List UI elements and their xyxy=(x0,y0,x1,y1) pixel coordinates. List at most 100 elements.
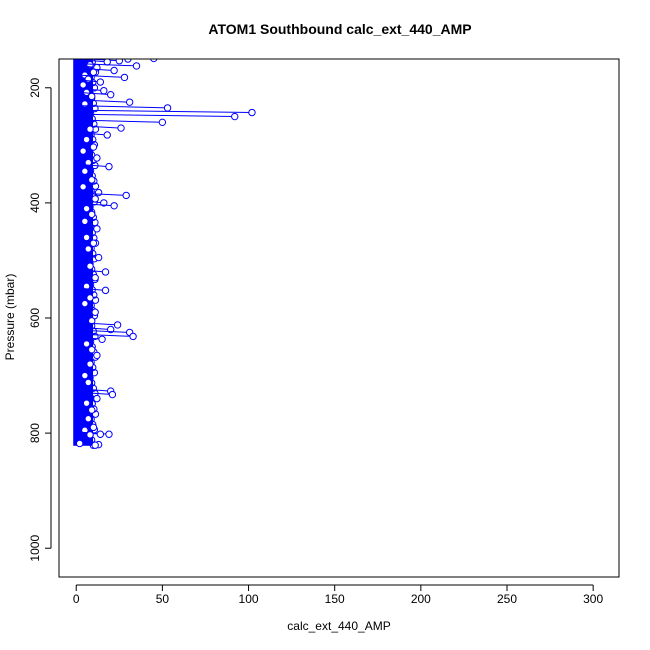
data-point xyxy=(81,217,89,226)
data-point xyxy=(82,233,91,242)
data-point xyxy=(88,345,96,354)
series-line-segment xyxy=(77,91,111,96)
data-point xyxy=(101,286,110,295)
series-line-segment xyxy=(77,202,115,207)
series-line-segment xyxy=(77,99,130,103)
data-point xyxy=(120,73,129,82)
x-axis: 0 50 100 150 200 250 300 xyxy=(73,584,603,606)
data-point xyxy=(88,115,96,123)
data-point xyxy=(91,182,100,190)
data-point xyxy=(158,118,167,127)
data-point xyxy=(231,112,239,121)
data-point xyxy=(93,394,101,403)
x-tick-label: 250 xyxy=(497,592,517,606)
data-point xyxy=(75,439,84,448)
data-point xyxy=(94,253,103,262)
data-point xyxy=(93,154,101,162)
series-line-segment xyxy=(77,105,168,109)
series-line-segment xyxy=(77,269,106,273)
data-point xyxy=(98,335,106,343)
data-point xyxy=(103,131,111,139)
data-point xyxy=(82,340,91,348)
data-point xyxy=(163,104,172,112)
data-point xyxy=(110,202,118,210)
data-point xyxy=(96,78,105,86)
data-point xyxy=(84,245,92,253)
data-point xyxy=(91,218,99,227)
series-line-segment xyxy=(77,333,134,337)
data-point xyxy=(129,332,137,341)
data-point xyxy=(132,62,141,70)
x-tick-label: 50 xyxy=(156,592,170,606)
series-line-segment xyxy=(77,326,111,331)
data-point xyxy=(82,282,91,291)
data-point xyxy=(91,332,99,341)
data-point xyxy=(93,351,101,360)
x-tick-label: 150 xyxy=(325,592,345,606)
plot-area xyxy=(58,56,620,578)
data-point xyxy=(79,81,87,89)
series-line-segment xyxy=(77,200,104,204)
x-tick-label: 100 xyxy=(239,592,259,606)
series-line-segment xyxy=(77,388,111,392)
data-point xyxy=(79,147,87,155)
data-point xyxy=(150,59,158,63)
data-point xyxy=(89,68,98,76)
data-point xyxy=(125,98,134,106)
data-point xyxy=(88,92,96,101)
y-tick-label: 200 xyxy=(28,77,42,97)
data-point xyxy=(81,371,89,380)
data-point xyxy=(106,90,115,99)
data-point xyxy=(88,229,96,237)
data-point xyxy=(91,308,99,316)
series-line-segment xyxy=(77,132,108,136)
data-point xyxy=(101,268,110,276)
data-point xyxy=(105,162,113,171)
data-point xyxy=(91,195,99,203)
data-point xyxy=(100,199,108,207)
data-point xyxy=(115,59,124,65)
data-point xyxy=(91,104,99,113)
series-line-segment xyxy=(77,59,108,63)
series-line-segment xyxy=(78,56,154,58)
data-point xyxy=(90,84,99,92)
y-tick-label: 800 xyxy=(28,423,42,443)
series-line-segment xyxy=(77,125,122,129)
series-line-segment xyxy=(77,87,104,92)
x-axis-label: calc_ext_440_AMP xyxy=(287,619,390,633)
series-line-segment xyxy=(77,67,115,72)
data-point xyxy=(88,176,96,184)
data-point xyxy=(122,191,130,200)
series-line-segment xyxy=(77,109,252,114)
y-axis-label: Pressure (mbar) xyxy=(3,274,17,361)
data-point xyxy=(110,66,118,75)
series-line-segment xyxy=(77,63,137,67)
data-point xyxy=(113,321,122,329)
data-point xyxy=(103,59,111,66)
x-tick-label: 200 xyxy=(411,592,431,606)
data-point xyxy=(91,410,100,418)
series-line-segment xyxy=(77,79,101,83)
series-line-segment xyxy=(77,163,110,168)
data-point xyxy=(88,210,96,219)
y-axis: 200 400 600 800 1000 xyxy=(28,77,52,562)
data-point xyxy=(86,294,94,302)
series-line-segment xyxy=(77,322,118,326)
data-layer xyxy=(73,56,256,449)
data-point xyxy=(124,59,132,63)
data-point xyxy=(100,86,108,95)
data-point xyxy=(86,125,94,133)
data-point xyxy=(89,423,98,432)
data-point xyxy=(248,108,256,117)
series-line-segment xyxy=(79,59,120,62)
data-point xyxy=(82,204,91,213)
data-point xyxy=(88,406,96,414)
data-point xyxy=(86,431,94,439)
data-point xyxy=(89,384,97,392)
data-point xyxy=(117,124,125,132)
data-point xyxy=(90,368,99,377)
series-line-segment xyxy=(77,192,127,196)
series-line-segment xyxy=(77,113,235,118)
y-tick-label: 600 xyxy=(28,308,42,328)
